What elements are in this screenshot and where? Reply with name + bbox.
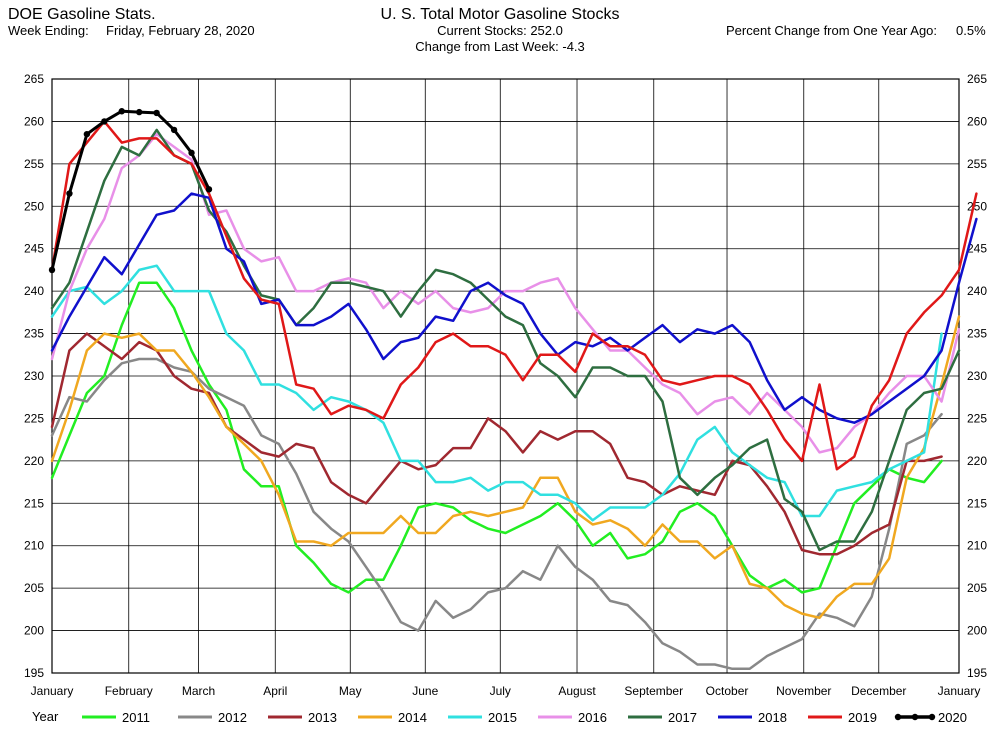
legend-label-2014: 2014	[398, 710, 427, 725]
series-line-2012	[50, 357, 943, 671]
y-tick-label-right: 235	[967, 327, 987, 341]
y-tick-label-right: 200	[967, 624, 987, 638]
change-last-week: Change from Last Week: -4.3	[415, 39, 585, 54]
chart-title: U. S. Total Motor Gasoline Stocks	[380, 6, 620, 23]
series-line-2011	[50, 281, 943, 594]
x-tick-label: February	[105, 684, 153, 698]
x-tick-label: January	[31, 684, 74, 698]
legend-marker-2020	[928, 713, 936, 721]
series-line-2017	[50, 128, 961, 552]
data-point-2020	[101, 118, 108, 125]
y-tick-label-right: 255	[967, 157, 987, 171]
y-tick-label-right: 220	[967, 454, 987, 468]
x-tick-label: January	[938, 684, 981, 698]
y-tick-label-right: 250	[967, 199, 987, 213]
legend-label-2018: 2018	[758, 710, 787, 725]
current-stocks: Current Stocks: 252.0	[437, 23, 563, 38]
y-tick-label-left: 215	[24, 496, 44, 510]
y-tick-label-right: 240	[967, 284, 987, 298]
y-tick-label-right: 245	[967, 242, 987, 256]
y-tick-label-left: 225	[24, 411, 44, 425]
x-tick-label: April	[263, 684, 287, 698]
legend-label-2011: 2011	[122, 710, 150, 725]
x-tick-label: December	[851, 684, 906, 698]
legend-label-2020: 2020	[938, 710, 967, 725]
pct-change-label: Percent Change from One Year Ago:	[726, 23, 938, 38]
y-tick-label-right: 230	[967, 369, 987, 383]
y-tick-label-left: 230	[24, 369, 44, 383]
data-point-2020	[170, 126, 178, 134]
y-tick-label-left: 210	[24, 539, 44, 553]
data-point-2020	[66, 190, 73, 197]
week-ending-value: Friday, February 28, 2020	[106, 23, 255, 38]
legend-label-2019: 2019	[848, 710, 877, 725]
y-tick-label-left: 245	[24, 242, 44, 256]
x-tick-label: August	[558, 684, 596, 698]
y-tick-label-left: 195	[24, 666, 44, 680]
x-tick-label: September	[624, 684, 683, 698]
y-tick-label-right: 215	[967, 496, 987, 510]
y-tick-label-left: 240	[24, 284, 44, 298]
legend-label-2012: 2012	[218, 710, 247, 725]
series-line-2014	[50, 315, 961, 620]
y-tick-label-left: 265	[24, 72, 44, 86]
x-tick-label: June	[412, 684, 438, 698]
x-tick-label: March	[182, 684, 215, 698]
y-tick-label-left: 220	[24, 454, 44, 468]
x-tick-label: July	[490, 684, 511, 698]
series-line-2018	[50, 192, 978, 424]
data-point-2020	[83, 130, 91, 138]
x-tick-label: October	[706, 684, 749, 698]
data-point-2020	[48, 266, 56, 274]
series-line-2013	[50, 332, 943, 556]
series-line-2015	[50, 264, 943, 522]
y-tick-label-right: 210	[967, 539, 987, 553]
data-point-2020	[205, 186, 213, 193]
y-tick-label-right: 260	[967, 114, 987, 128]
y-tick-label-left: 250	[24, 199, 44, 213]
y-tick-label-left: 260	[24, 114, 44, 128]
data-point-2020	[136, 108, 143, 116]
data-point-2020	[188, 149, 195, 157]
legend-label-2015: 2015	[488, 710, 517, 725]
y-tick-label-left: 255	[24, 157, 44, 171]
y-tick-label-left: 205	[24, 581, 44, 595]
legend-marker-2020	[911, 713, 919, 721]
data-point-2020	[118, 108, 125, 115]
x-tick-label: November	[776, 684, 831, 698]
legend-label-2016: 2016	[578, 710, 607, 725]
y-tick-label-right: 225	[967, 411, 987, 425]
legend-label-2013: 2013	[308, 710, 337, 725]
y-tick-label-left: 200	[24, 624, 44, 638]
legend-label-2017: 2017	[668, 710, 697, 725]
week-ending-label: Week Ending:	[8, 23, 89, 38]
legend-marker-2020	[894, 713, 902, 721]
data-point-2020	[153, 109, 160, 117]
y-tick-label-right: 195	[967, 666, 987, 680]
y-tick-label-right: 205	[967, 581, 987, 595]
series-line-2020	[50, 109, 211, 272]
legend-title: Year	[32, 709, 59, 724]
y-tick-label-left: 235	[24, 327, 44, 341]
pct-change-value: 0.5%	[956, 23, 986, 38]
app-title: DOE Gasoline Stats.	[8, 6, 156, 23]
x-tick-label: May	[339, 684, 362, 698]
y-tick-label-right: 265	[967, 72, 987, 86]
